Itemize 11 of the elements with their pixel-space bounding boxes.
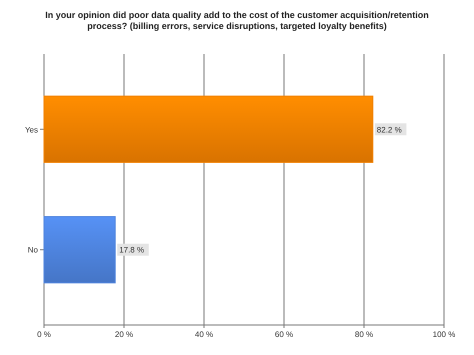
data-label: 17.8 % (119, 246, 144, 255)
x-tick-label: 100 % (432, 330, 456, 339)
y-tick-label: Yes (24, 125, 38, 134)
y-tick-label: No (28, 246, 39, 255)
x-tick-label: 60 % (274, 330, 294, 339)
x-tick-label: 0 % (37, 330, 51, 339)
data-label: 82.2 % (376, 125, 402, 134)
chart-title: In your opinion did poor data quality add to the cost of the customer acquisition/retention process? (billing errors, service disruptions, targeted loyalty benefits) (45, 10, 429, 31)
x-tick-label: 80 % (354, 330, 374, 339)
x-tick-label: 40 % (194, 330, 214, 339)
x-tick-label: 20 % (114, 330, 134, 339)
